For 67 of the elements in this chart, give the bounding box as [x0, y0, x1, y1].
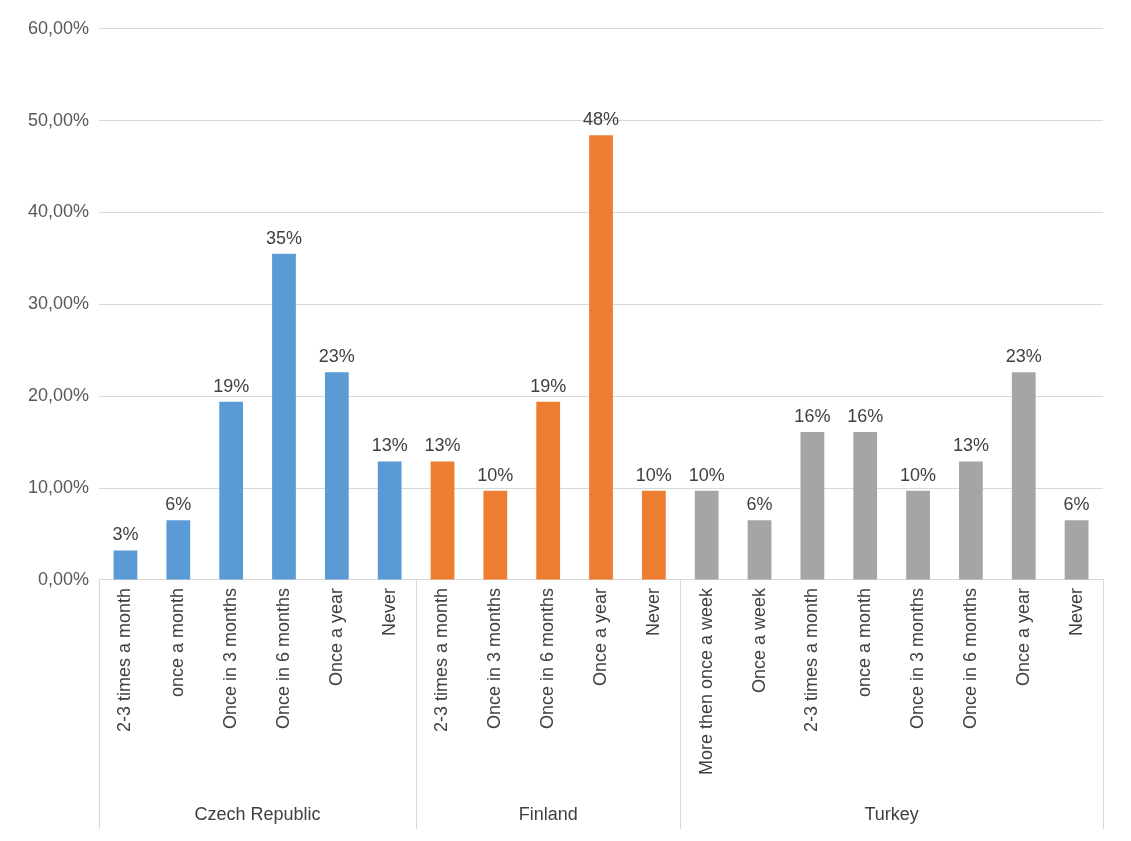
x-tick-label: 2-3 times a month — [801, 587, 822, 732]
bar — [1064, 520, 1089, 580]
x-tick-label: Once in 6 months — [272, 587, 293, 729]
y-tick-label: 50,00% — [27, 109, 90, 130]
x-tick-label: Once a year — [325, 587, 346, 686]
x-tick-label: 2-3 times a month — [114, 587, 135, 732]
data-label: 13% — [424, 435, 461, 456]
data-label: 35% — [265, 227, 302, 248]
x-tick-label: Once in 6 months — [959, 587, 980, 729]
bar — [1011, 372, 1036, 580]
bar — [853, 432, 878, 580]
data-label: 10% — [477, 464, 514, 485]
x-tick-label: Once in 3 months — [220, 587, 241, 729]
bar — [641, 490, 666, 580]
bar — [747, 520, 772, 580]
x-tick-label: Never — [1065, 587, 1086, 636]
data-label: 6% — [746, 494, 773, 515]
x-tick-label: More then once a week — [695, 586, 716, 776]
data-label: 3% — [112, 524, 139, 545]
data-label: 19% — [213, 375, 250, 396]
x-tick-label: Once in 3 months — [484, 587, 505, 729]
data-label: 16% — [847, 405, 884, 426]
bar — [483, 490, 508, 580]
y-tick-label: 10,00% — [27, 477, 90, 498]
data-label: 48% — [583, 109, 620, 130]
text: Turkey — [864, 803, 919, 824]
data-label: 23% — [1005, 346, 1042, 367]
x-tick-label: Once in 6 months — [537, 587, 558, 729]
data-label: 13% — [371, 435, 408, 456]
bar — [166, 520, 191, 580]
bar — [113, 550, 138, 580]
data-label: 10% — [688, 464, 725, 485]
data-label: 23% — [318, 346, 355, 367]
x-tick-label: Once in 3 months — [907, 587, 928, 729]
y-tick-label: 30,00% — [27, 293, 90, 314]
bar — [694, 490, 719, 580]
y-tick-label: 0,00% — [38, 568, 90, 589]
bar — [800, 432, 825, 580]
x-tick-label: Once a year — [589, 587, 610, 686]
bar — [536, 401, 561, 580]
data-label: 19% — [530, 375, 567, 396]
x-tick-label: Once a year — [1012, 587, 1033, 686]
data-label: 16% — [794, 405, 831, 426]
x-tick-label: 2-3 times a month — [431, 587, 452, 732]
x-tick-label: Once a week — [748, 586, 769, 693]
bar — [589, 135, 613, 580]
y-tick-label: 60,00% — [27, 17, 90, 38]
data-label: 6% — [165, 494, 192, 515]
text: Finland — [518, 803, 578, 824]
bar — [272, 253, 296, 580]
text: Czech Republic — [194, 803, 321, 824]
data-label: 10% — [635, 464, 672, 485]
x-tick-label: Never — [378, 587, 399, 636]
bar — [324, 372, 349, 580]
bar — [959, 461, 983, 580]
y-tick-label: 20,00% — [27, 385, 90, 406]
bar — [377, 461, 402, 580]
bar — [906, 490, 930, 580]
x-tick-label: once a month — [167, 587, 188, 697]
bar — [430, 461, 455, 580]
x-tick-label: Never — [642, 587, 663, 636]
data-label: 10% — [900, 464, 937, 485]
bar — [219, 401, 244, 580]
data-label: 13% — [952, 435, 989, 456]
y-tick-label: 40,00% — [27, 201, 90, 222]
data-label: 6% — [1063, 494, 1090, 515]
x-tick-label: once a month — [854, 587, 875, 697]
